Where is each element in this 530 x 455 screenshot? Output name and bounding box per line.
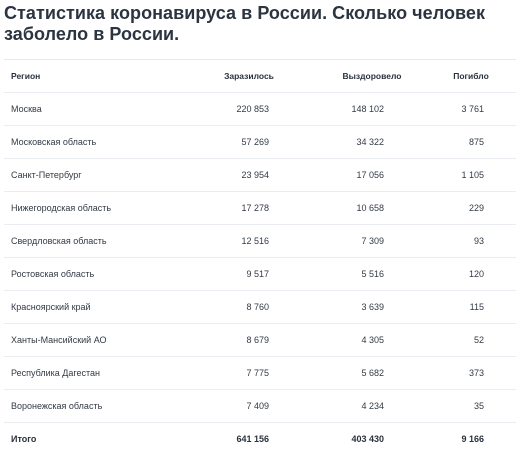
cell-recovered: 34 322 — [356, 137, 384, 147]
table-row: Красноярский край 8 760 3 639 115 — [4, 291, 516, 324]
total-infected: 641 156 — [236, 434, 269, 444]
table-row: Москва 220 853 148 102 3 761 — [4, 93, 516, 126]
cell-infected: 7 409 — [246, 401, 269, 411]
table-row: Санкт-Петербург 23 954 17 056 1 105 — [4, 159, 516, 192]
cell-infected: 7 775 — [246, 368, 269, 378]
table-row: Свердловская область 12 516 7 309 93 — [4, 225, 516, 258]
cell-deaths: 3 761 — [461, 104, 484, 114]
cell-infected: 23 954 — [241, 170, 269, 180]
cell-infected: 8 679 — [246, 335, 269, 345]
cell-recovered: 5 516 — [361, 269, 384, 279]
cell-infected: 220 853 — [236, 104, 269, 114]
header-region: Регион — [11, 71, 41, 81]
cell-infected: 17 278 — [241, 203, 269, 213]
stats-table: Регион Заразилось Выздоровело Погибло Мо… — [4, 59, 516, 444]
cell-deaths: 35 — [473, 401, 484, 411]
cell-deaths: 115 — [469, 302, 484, 312]
cell-region: Санкт-Петербург — [11, 170, 82, 180]
cell-deaths: 229 — [468, 203, 484, 213]
cell-region: Ханты-Мансийский АО — [11, 335, 107, 345]
cell-recovered: 3 639 — [361, 302, 384, 312]
cell-infected: 12 516 — [241, 236, 269, 246]
cell-deaths: 875 — [468, 137, 484, 147]
total-deaths: 9 166 — [461, 434, 484, 444]
cell-recovered: 4 305 — [361, 335, 384, 345]
cell-recovered: 5 682 — [361, 368, 384, 378]
header-infected: Заразилось — [224, 71, 274, 81]
cell-region: Московская область — [11, 137, 97, 147]
cell-recovered: 7 309 — [361, 236, 384, 246]
page-title: Статистика коронавируса в России. Скольк… — [4, 3, 486, 44]
cell-infected: 9 517 — [246, 269, 269, 279]
cell-region: Свердловская область — [11, 236, 107, 246]
header-recovered: Выздоровело — [342, 71, 402, 81]
table-row: Ханты-Мансийский АО 8 679 4 305 52 — [4, 324, 516, 357]
cell-region: Ростовская область — [11, 269, 95, 279]
total-label: Итого — [11, 434, 37, 444]
cell-recovered: 10 658 — [356, 203, 384, 213]
cell-deaths: 52 — [473, 335, 484, 345]
cell-region: Красноярский край — [11, 302, 91, 312]
cell-region: Нижегородская область — [11, 203, 112, 213]
cell-infected: 8 760 — [246, 302, 269, 312]
cell-recovered: 148 102 — [351, 104, 384, 114]
cell-recovered: 4 234 — [361, 401, 384, 411]
table-row: Воронежская область 7 409 4 234 35 — [4, 390, 516, 423]
table-row: Московская область 57 269 34 322 875 — [4, 126, 516, 159]
cell-region: Москва — [11, 104, 42, 114]
table-header-row: Регион Заразилось Выздоровело Погибло — [4, 60, 516, 93]
table-total-row: Итого 641 156 403 430 9 166 — [4, 423, 516, 455]
table-row: Нижегородская область 17 278 10 658 229 — [4, 192, 516, 225]
total-recovered: 403 430 — [351, 434, 384, 444]
cell-deaths: 1 105 — [461, 170, 484, 180]
cell-recovered: 17 056 — [356, 170, 384, 180]
header-deaths: Погибло — [453, 71, 489, 81]
cell-deaths: 373 — [468, 368, 484, 378]
table-row: Республика Дагестан 7 775 5 682 373 — [4, 357, 516, 390]
cell-infected: 57 269 — [241, 137, 269, 147]
cell-deaths: 93 — [473, 236, 484, 246]
cell-deaths: 120 — [468, 269, 484, 279]
cell-region: Республика Дагестан — [11, 368, 100, 378]
table-row: Ростовская область 9 517 5 516 120 — [4, 258, 516, 291]
cell-region: Воронежская область — [11, 401, 103, 411]
